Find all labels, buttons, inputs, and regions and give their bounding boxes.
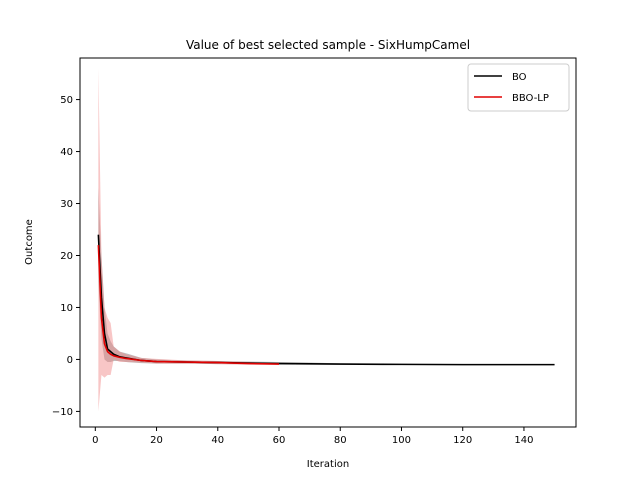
- y-tick-label: 0: [67, 355, 73, 366]
- x-tick-label: 120: [453, 435, 472, 446]
- x-axis-label: Iteration: [307, 459, 349, 470]
- x-tick-label: 100: [392, 435, 411, 446]
- series-lines: [97, 234, 555, 366]
- y-tick-label: 20: [60, 251, 73, 262]
- x-tick-label: 0: [92, 435, 98, 446]
- legend-label-bbo-lp: BBO-LP: [512, 93, 549, 104]
- y-tick-label: 50: [60, 95, 73, 106]
- x-tick-label: 20: [150, 435, 163, 446]
- y-axis-label: Outcome: [24, 219, 35, 265]
- line-bbo-lp: [97, 245, 280, 365]
- legend: BO BBO-LP: [467, 63, 570, 112]
- x-tick-label: 80: [334, 435, 347, 446]
- x-tick-label: 140: [514, 435, 533, 446]
- y-tick-label: 40: [60, 147, 73, 158]
- legend-label-bo: BO: [512, 72, 527, 83]
- chart-title: Value of best selected sample - SixHumpC…: [186, 38, 470, 52]
- y-tick-label: 30: [60, 199, 73, 210]
- x-tick-label: 40: [211, 435, 224, 446]
- y-tick-label: 10: [60, 303, 73, 314]
- y-axis-ticks: −10 0 10 20 30 40 50: [52, 95, 80, 418]
- y-tick-label: −10: [52, 407, 73, 418]
- x-axis-ticks: 0 20 40 60 80 100 120 140: [92, 427, 533, 446]
- x-tick-label: 60: [273, 435, 286, 446]
- plot-area-frame: [79, 57, 577, 428]
